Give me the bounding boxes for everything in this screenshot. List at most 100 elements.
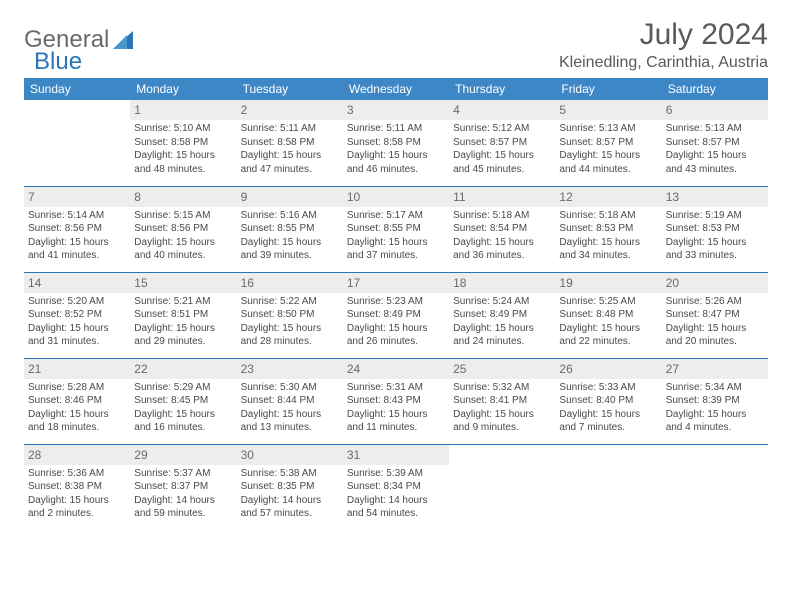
sunrise-text: Sunrise: 5:18 AM (453, 209, 551, 223)
daylight-text: Daylight: 15 hours and 44 minutes. (559, 149, 657, 176)
day-number: 29 (130, 445, 236, 465)
weekday-header: Thursday (449, 78, 555, 100)
calendar-cell: 20Sunrise: 5:26 AMSunset: 8:47 PMDayligh… (662, 272, 768, 358)
day-number: 27 (662, 359, 768, 379)
sunrise-text: Sunrise: 5:25 AM (559, 295, 657, 309)
sunset-text: Sunset: 8:51 PM (134, 308, 232, 322)
sunset-text: Sunset: 8:35 PM (241, 480, 339, 494)
sunset-text: Sunset: 8:34 PM (347, 480, 445, 494)
sunset-text: Sunset: 8:46 PM (28, 394, 126, 408)
daylight-text: Daylight: 15 hours and 24 minutes. (453, 322, 551, 349)
calendar-cell: 21Sunrise: 5:28 AMSunset: 8:46 PMDayligh… (24, 358, 130, 444)
sunset-text: Sunset: 8:38 PM (28, 480, 126, 494)
day-number: 22 (130, 359, 236, 379)
calendar-row: 28Sunrise: 5:36 AMSunset: 8:38 PMDayligh… (24, 444, 768, 530)
day-number: 13 (662, 187, 768, 207)
sunrise-text: Sunrise: 5:18 AM (559, 209, 657, 223)
day-number: 1 (130, 100, 236, 120)
day-number: 3 (343, 100, 449, 120)
day-number: 8 (130, 187, 236, 207)
weekday-header: Sunday (24, 78, 130, 100)
weekday-header: Friday (555, 78, 661, 100)
daylight-text: Daylight: 15 hours and 40 minutes. (134, 236, 232, 263)
weekday-header: Tuesday (237, 78, 343, 100)
day-number: 20 (662, 273, 768, 293)
calendar-cell: 30Sunrise: 5:38 AMSunset: 8:35 PMDayligh… (237, 444, 343, 530)
calendar-cell: 11Sunrise: 5:18 AMSunset: 8:54 PMDayligh… (449, 186, 555, 272)
calendar-cell: 22Sunrise: 5:29 AMSunset: 8:45 PMDayligh… (130, 358, 236, 444)
sunset-text: Sunset: 8:58 PM (134, 136, 232, 150)
calendar-cell: 16Sunrise: 5:22 AMSunset: 8:50 PMDayligh… (237, 272, 343, 358)
sunrise-text: Sunrise: 5:12 AM (453, 122, 551, 136)
sunset-text: Sunset: 8:56 PM (134, 222, 232, 236)
weekday-header: Monday (130, 78, 236, 100)
daylight-text: Daylight: 15 hours and 46 minutes. (347, 149, 445, 176)
sunset-text: Sunset: 8:43 PM (347, 394, 445, 408)
calendar-cell: 13Sunrise: 5:19 AMSunset: 8:53 PMDayligh… (662, 186, 768, 272)
sunrise-text: Sunrise: 5:33 AM (559, 381, 657, 395)
sunrise-text: Sunrise: 5:20 AM (28, 295, 126, 309)
sunrise-text: Sunrise: 5:17 AM (347, 209, 445, 223)
sunset-text: Sunset: 8:55 PM (347, 222, 445, 236)
calendar-cell (662, 444, 768, 530)
calendar-cell (24, 100, 130, 186)
sunrise-text: Sunrise: 5:28 AM (28, 381, 126, 395)
day-number: 5 (555, 100, 661, 120)
sunset-text: Sunset: 8:48 PM (559, 308, 657, 322)
daylight-text: Daylight: 14 hours and 54 minutes. (347, 494, 445, 521)
daylight-text: Daylight: 15 hours and 9 minutes. (453, 408, 551, 435)
daylight-text: Daylight: 14 hours and 57 minutes. (241, 494, 339, 521)
sunset-text: Sunset: 8:47 PM (666, 308, 764, 322)
daylight-text: Daylight: 15 hours and 36 minutes. (453, 236, 551, 263)
day-number: 25 (449, 359, 555, 379)
sunset-text: Sunset: 8:55 PM (241, 222, 339, 236)
sunset-text: Sunset: 8:41 PM (453, 394, 551, 408)
calendar-cell: 27 Sunrise: 5:34 AMSunset: 8:39 PMDayligh… (662, 358, 768, 444)
sunset-text: Sunset: 8:37 PM (134, 480, 232, 494)
sunset-text: Sunset: 8:57 PM (666, 136, 764, 150)
day-number: 14 (24, 273, 130, 293)
logo-text-blue: Blue (34, 48, 82, 76)
day-number: 12 (555, 187, 661, 207)
calendar-cell: 19Sunrise: 5:25 AMSunset: 8:48 PMDayligh… (555, 272, 661, 358)
calendar-cell: 31Sunrise: 5:39 AMSunset: 8:34 PMDayligh… (343, 444, 449, 530)
daylight-text: Daylight: 15 hours and 13 minutes. (241, 408, 339, 435)
daylight-text: Daylight: 15 hours and 31 minutes. (28, 322, 126, 349)
daylight-text: Daylight: 15 hours and 45 minutes. (453, 149, 551, 176)
calendar-cell: 14 Sunrise: 5:20 AMSunset: 8:52 PMDayligh… (24, 272, 130, 358)
daylight-text: Daylight: 15 hours and 47 minutes. (241, 149, 339, 176)
daylight-text: Daylight: 15 hours and 39 minutes. (241, 236, 339, 263)
day-number: 18 (449, 273, 555, 293)
daylight-text: Daylight: 15 hours and 41 minutes. (28, 236, 126, 263)
calendar-body: 1Sunrise: 5:10 AMSunset: 8:58 PMDaylight… (24, 100, 768, 530)
day-number: 21 (24, 359, 130, 379)
calendar-row: 14Sunrise: 5:20 AMSunset: 8:52 PMDayligh… (24, 272, 768, 358)
sunset-text: Sunset: 8:39 PM (666, 394, 764, 408)
calendar-cell: 7Sunrise: 5:14 AMSunset: 8:56 PMDaylight… (24, 186, 130, 272)
day-number: 23 (237, 359, 343, 379)
sunset-text: Sunset: 8:49 PM (347, 308, 445, 322)
sunrise-text: Sunrise: 5:29 AM (134, 381, 232, 395)
sunset-text: Sunset: 8:52 PM (28, 308, 126, 322)
daylight-text: Daylight: 15 hours and 43 minutes. (666, 149, 764, 176)
daylight-text: Daylight: 15 hours and 7 minutes. (559, 408, 657, 435)
sunset-text: Sunset: 8:54 PM (453, 222, 551, 236)
location-text: Kleinedling, Carinthia, Austria (559, 54, 768, 72)
calendar-cell: 29Sunrise: 5:37 AMSunset: 8:37 PMDayligh… (130, 444, 236, 530)
sunrise-text: Sunrise: 5:38 AM (241, 467, 339, 481)
sunrise-text: Sunrise: 5:26 AM (666, 295, 764, 309)
sunrise-text: Sunrise: 5:19 AM (666, 209, 764, 223)
day-number: 7 (24, 187, 130, 207)
day-number: 6 (662, 100, 768, 120)
sunrise-text: Sunrise: 5:34 AM (666, 381, 764, 395)
calendar-cell: 18Sunrise: 5:24 AMSunset: 8:49 PMDayligh… (449, 272, 555, 358)
sunset-text: Sunset: 8:50 PM (241, 308, 339, 322)
day-number: 10 (343, 187, 449, 207)
daylight-text: Daylight: 15 hours and 22 minutes. (559, 322, 657, 349)
sunset-text: Sunset: 8:57 PM (453, 136, 551, 150)
calendar-cell: 12Sunrise: 5:18 AMSunset: 8:53 PMDayligh… (555, 186, 661, 272)
calendar-cell: 4Sunrise: 5:12 AMSunset: 8:57 PMDaylight… (449, 100, 555, 186)
daylight-text: Daylight: 15 hours and 4 minutes. (666, 408, 764, 435)
calendar-cell: 3Sunrise: 5:11 AMSunset: 8:58 PMDaylight… (343, 100, 449, 186)
calendar-cell: 6Sunrise: 5:13 AMSunset: 8:57 PMDaylight… (662, 100, 768, 186)
